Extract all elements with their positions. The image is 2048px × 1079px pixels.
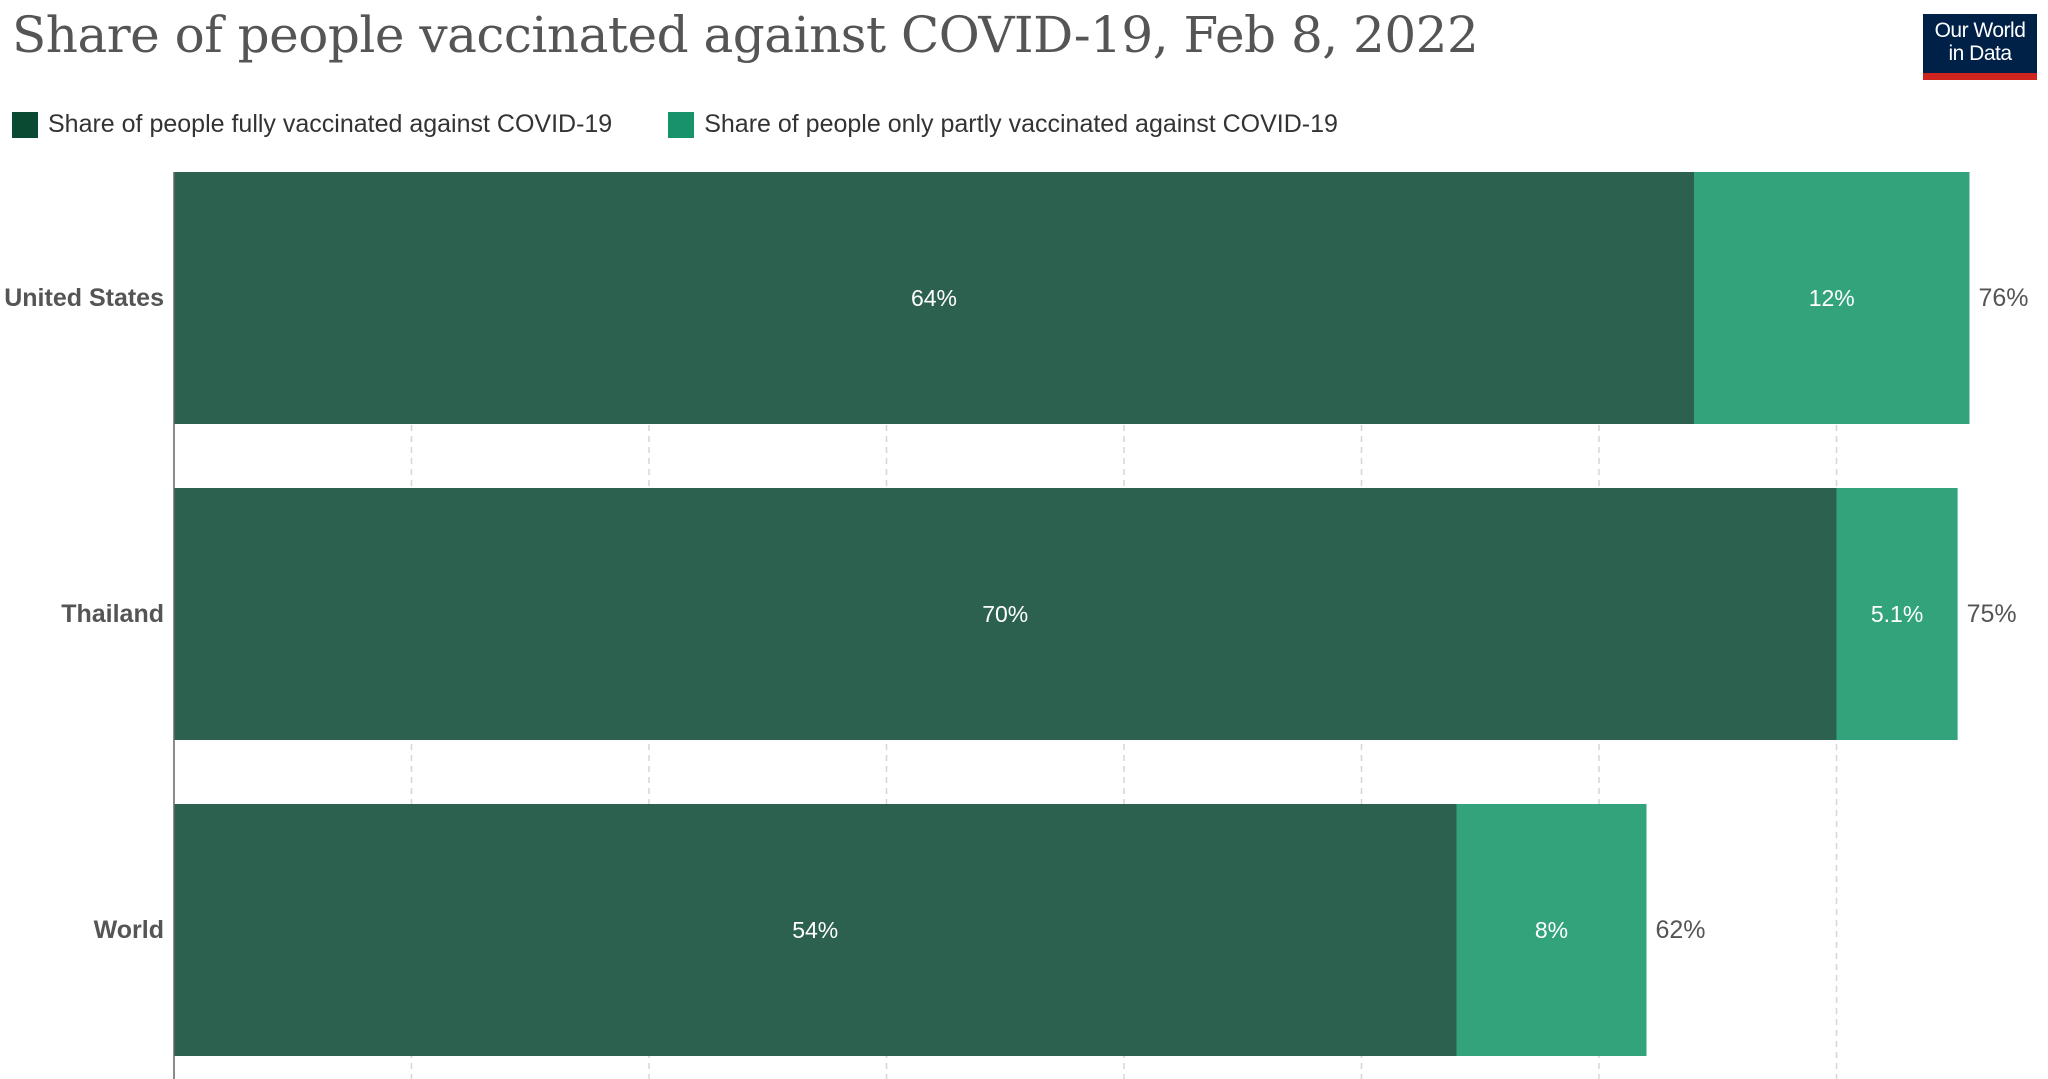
bar-fully-vaccinated [174, 804, 1457, 1056]
total-label: 75% [1967, 600, 2017, 628]
logo-line-2: in Data [1948, 42, 2012, 65]
legend-label-partly: Share of people only partly vaccinated a… [704, 110, 1338, 138]
legend-swatch-partly [668, 111, 695, 138]
legend-swatch-fully [12, 111, 38, 138]
legend-item-partly[interactable]: Share of people only partly vaccinated a… [668, 110, 1338, 139]
bar-fully-vaccinated [174, 172, 1694, 424]
total-label: 62% [1656, 916, 1706, 944]
bar-partly-vaccinated [1456, 804, 1647, 1056]
category-label: World [94, 916, 164, 944]
chart-title: Share of people vaccinated against COVID… [12, 6, 1479, 64]
bar-value-label: 54% [792, 917, 838, 943]
category-label: United States [4, 284, 164, 312]
legend-label-fully: Share of people fully vaccinated against… [48, 110, 613, 138]
bar-value-label: 64% [911, 285, 957, 311]
bar-partly-vaccinated [1694, 172, 1970, 424]
legend-item-fully[interactable]: Share of people fully vaccinated against… [12, 110, 612, 139]
bar-value-label: 8% [1535, 917, 1568, 943]
total-label: 76% [1979, 284, 2029, 312]
bar-value-label: 5.1% [1871, 601, 1923, 627]
bar-value-label: 70% [982, 601, 1028, 627]
owid-logo[interactable]: Our World in Data [1923, 14, 2037, 80]
category-label: Thailand [61, 600, 164, 628]
logo-line-1: Our World [1934, 19, 2026, 42]
bar-partly-vaccinated [1836, 488, 1958, 740]
bar-value-label: 12% [1809, 285, 1855, 311]
legend: Share of people fully vaccinated against… [12, 110, 1394, 139]
bar-fully-vaccinated [174, 488, 1837, 740]
